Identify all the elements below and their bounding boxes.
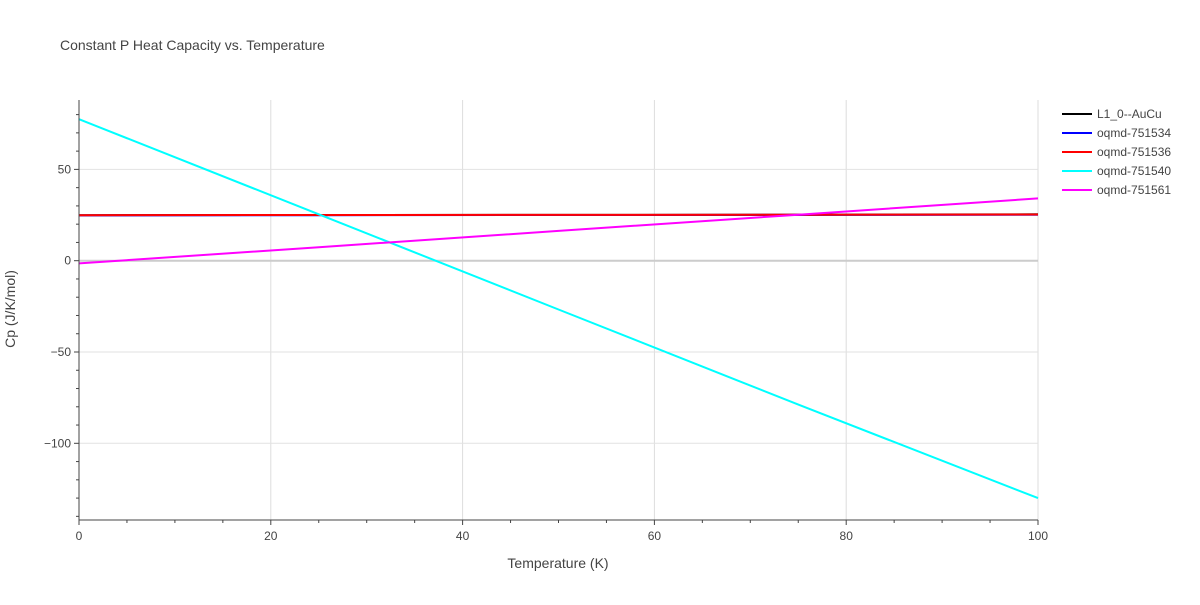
grid-lines <box>79 100 1039 520</box>
y-tick-label: −50 <box>51 345 72 359</box>
legend[interactable]: L1_0--AuCu oqmd-751534 oqmd-751536 oqmd-751… <box>1062 107 1171 197</box>
chart-title: Constant P Heat Capacity vs. Temperature <box>60 37 325 53</box>
series-line[interactable] <box>78 197 1039 265</box>
legend-label: oqmd-751561 <box>1097 183 1171 197</box>
y-tick-label: 0 <box>64 254 71 268</box>
series-lines <box>78 118 1039 500</box>
legend-label: oqmd-751534 <box>1097 126 1171 140</box>
legend-label: L1_0--AuCu <box>1097 107 1162 121</box>
legend-item[interactable]: oqmd-751536 <box>1062 145 1171 159</box>
x-tick-label: 20 <box>264 529 278 543</box>
legend-item[interactable]: oqmd-751540 <box>1062 164 1171 178</box>
legend-item[interactable]: oqmd-751534 <box>1062 126 1171 140</box>
x-tick-label: 60 <box>648 529 662 543</box>
series-line[interactable] <box>78 213 1039 217</box>
y-tick-label: 50 <box>58 162 72 176</box>
x-tick-label: 100 <box>1028 529 1048 543</box>
axes: 0 20 40 60 80 100 50 0 −50 −100 <box>44 100 1048 543</box>
y-tick-label: −100 <box>44 436 71 450</box>
x-tick-label: 0 <box>76 529 83 543</box>
legend-label: oqmd-751536 <box>1097 145 1171 159</box>
x-axis-title: Temperature (K) <box>507 555 608 571</box>
x-tick-label: 80 <box>840 529 854 543</box>
x-tick-label: 40 <box>456 529 470 543</box>
legend-item[interactable]: oqmd-751561 <box>1062 183 1171 197</box>
series-line[interactable] <box>78 118 1039 500</box>
legend-label: oqmd-751540 <box>1097 164 1171 178</box>
y-axis-title: Cp (J/K/mol) <box>2 270 18 348</box>
legend-item[interactable]: L1_0--AuCu <box>1062 107 1162 121</box>
